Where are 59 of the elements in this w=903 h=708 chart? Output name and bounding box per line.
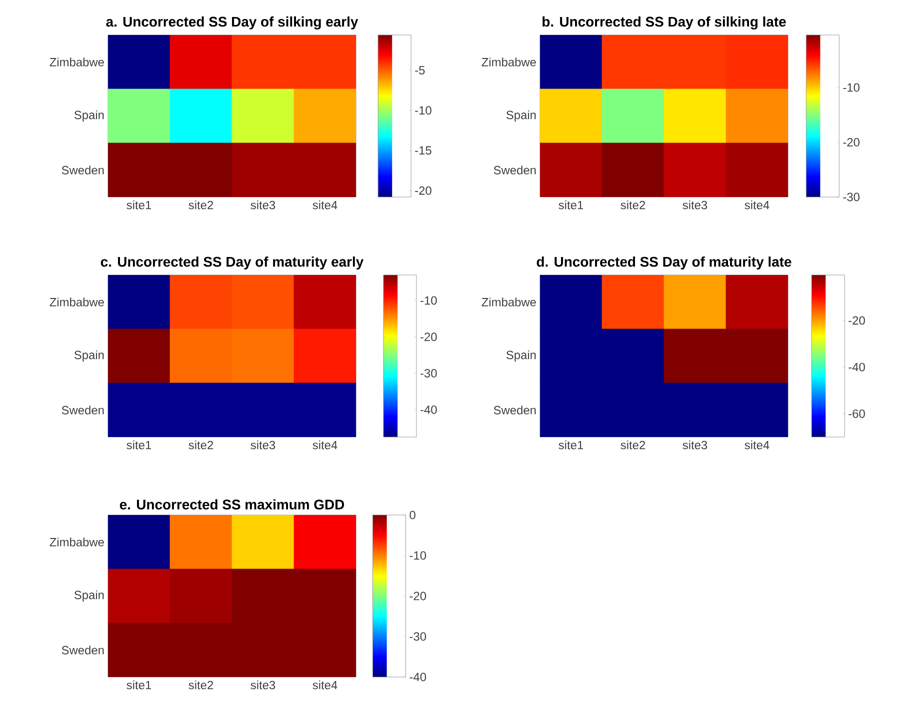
color-bar-label: -20 (848, 316, 865, 325)
x-tick-label: site4 (744, 200, 770, 210)
x-tick-label: site2 (188, 200, 214, 210)
x-tick-label: site1 (126, 440, 152, 450)
y-tick-label: Zimbabwe (50, 58, 104, 66)
y-tick-label: Spain (74, 110, 104, 122)
x-tick-label: site3 (682, 200, 708, 210)
chart-title: e. Uncorrected SS maximum GDD (120, 499, 344, 510)
x-tick-label: site3 (250, 200, 276, 210)
x-tick-label: site3 (250, 440, 276, 450)
color-bar-label: -10 (420, 296, 437, 305)
x-tick-label: site1 (558, 440, 584, 450)
color-bar-label: -5 (415, 66, 425, 74)
color-bar-label: -30 (410, 632, 426, 641)
x-tick-label: site3 (682, 440, 708, 450)
color-bar-label: -20 (410, 592, 426, 600)
x-tick-label: site2 (188, 680, 214, 690)
x-tick-label: site2 (188, 440, 214, 450)
x-tick-label: site1 (126, 680, 152, 690)
chart-title: c. Uncorrected SS Day of maturity early (100, 256, 364, 270)
x-tick-label: site1 (558, 200, 584, 210)
x-tick-label: site4 (312, 680, 338, 690)
color-bar-label: -10 (415, 106, 432, 115)
color-bar-label: 0 (410, 510, 416, 520)
color-bar-label: -10 (843, 83, 860, 92)
y-tick-label: Sweden (62, 406, 104, 414)
y-tick-label: Zimbabwe (50, 298, 104, 306)
color-bar-label: -20 (415, 186, 432, 195)
y-tick-label: Zimbabwe (482, 298, 536, 306)
chart-title: a. Uncorrected SS Day of silking early (106, 16, 358, 30)
y-tick-label: Zimbabwe (482, 58, 536, 66)
x-tick-label: site2 (620, 440, 646, 450)
x-tick-label: site1 (126, 200, 152, 210)
y-tick-label: Sweden (62, 646, 104, 654)
chart-title: b. Uncorrected SS Day of silking late (542, 16, 786, 30)
x-tick-label: site4 (744, 440, 770, 450)
color-bar-label: -40 (420, 405, 437, 414)
color-bar-label: -30 (420, 369, 437, 378)
x-tick-label: site2 (620, 200, 646, 210)
y-tick-label: Sweden (62, 166, 104, 174)
color-bar-label: -15 (415, 146, 432, 155)
color-bar-label: -20 (843, 138, 860, 146)
y-tick-label: Sweden (494, 406, 536, 414)
color-bar-label: -30 (843, 192, 860, 202)
y-tick-label: Spain (506, 350, 536, 362)
y-tick-label: Sweden (494, 166, 536, 174)
color-bar-label: -10 (410, 551, 426, 560)
x-tick-label: site3 (250, 680, 276, 690)
y-tick-label: Zimbabwe (50, 538, 104, 546)
chart-title: d. Uncorrected SS Day of maturity late (536, 256, 792, 270)
color-bar-label: -40 (848, 362, 865, 372)
y-tick-label: Spain (74, 350, 104, 362)
color-bar-label: -20 (420, 332, 437, 342)
color-bar-label: -40 (410, 672, 426, 682)
x-tick-label: site4 (312, 200, 338, 210)
y-tick-label: Spain (506, 110, 536, 122)
color-bar-label: -60 (848, 409, 865, 418)
y-tick-label: Spain (74, 590, 104, 602)
x-tick-label: site4 (312, 440, 338, 450)
